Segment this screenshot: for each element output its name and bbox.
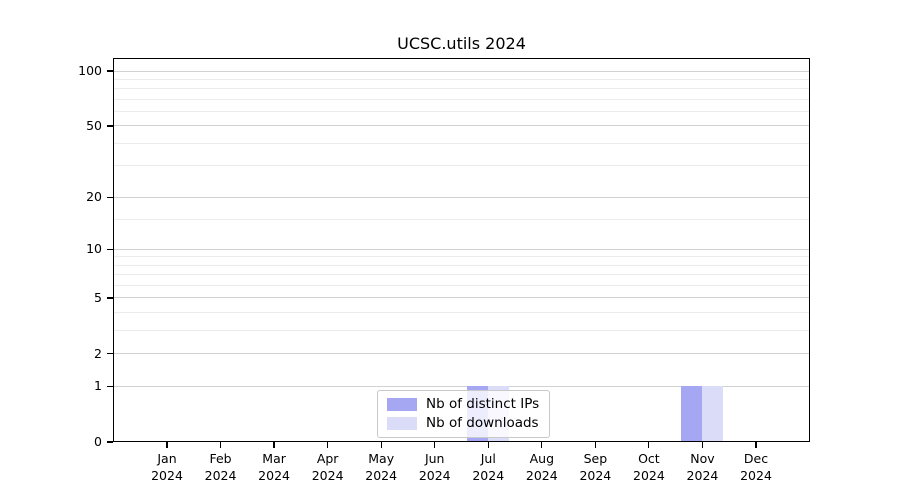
gridline-minor — [113, 274, 810, 276]
x-tick-label: Jan 2024 — [135, 450, 199, 484]
x-tick-month: Aug — [529, 451, 555, 466]
legend-label-downloads: Nb of downloads — [426, 415, 539, 431]
legend-label-distinct-ips: Nb of distinct IPs — [426, 396, 540, 412]
x-tick — [541, 442, 543, 448]
gridline-major — [113, 385, 810, 387]
x-tick-label: Mar 2024 — [242, 450, 306, 484]
x-tick-year: 2024 — [365, 468, 398, 483]
x-tick-label: Aug 2024 — [510, 450, 574, 484]
x-tick-year: 2024 — [633, 468, 665, 483]
legend-item-downloads: Nb of downloads — [387, 415, 539, 431]
y-tick-label: 50 — [86, 117, 102, 133]
y-tick-label: 1 — [94, 378, 102, 394]
x-tick — [166, 442, 168, 448]
gridline-minor — [113, 330, 810, 332]
x-tick — [701, 442, 704, 448]
legend: Nb of distinct IPs Nb of downloads — [377, 390, 551, 438]
x-tick — [327, 442, 329, 448]
gridline-minor — [113, 165, 810, 167]
gridline-major — [113, 196, 810, 198]
x-tick-month: Jun — [424, 451, 445, 466]
x-tick — [434, 442, 436, 448]
y-tick-label: 20 — [86, 189, 102, 205]
x-tick — [219, 442, 222, 448]
y-tick — [107, 248, 113, 250]
plot-area: Nb of distinct IPs Nb of downloads — [113, 58, 810, 442]
gridline-minor — [113, 142, 810, 144]
gridline-minor — [113, 218, 810, 220]
x-tick-month: May — [368, 451, 395, 466]
gridline-major — [113, 70, 810, 72]
x-tick-label: Nov 2024 — [670, 450, 734, 484]
legend-item-distinct-ips: Nb of distinct IPs — [387, 396, 539, 412]
x-tick-year: 2024 — [472, 468, 505, 483]
bar-distinct-ips-nov — [681, 386, 703, 442]
y-tick-label: 10 — [86, 241, 102, 257]
x-tick — [755, 442, 757, 448]
x-tick-year: 2024 — [579, 468, 612, 483]
y-tick — [107, 353, 113, 355]
x-tick-year: 2024 — [525, 468, 558, 483]
gridline-major — [113, 297, 810, 299]
x-tick-label: Oct 2024 — [617, 450, 681, 484]
y-tick-label: 0 — [94, 434, 102, 449]
x-tick — [648, 442, 650, 448]
y-tick-label: 5 — [94, 289, 102, 305]
x-tick — [273, 442, 275, 448]
y-tick — [107, 385, 113, 387]
legend-swatch-distinct-ips-icon — [387, 397, 417, 411]
gridline-minor — [113, 88, 810, 90]
gridline-minor — [113, 264, 810, 266]
x-tick — [594, 442, 596, 448]
x-tick-label: Dec 2024 — [724, 450, 788, 484]
x-tick-month: Oct — [638, 451, 660, 466]
gridlines-layer — [113, 58, 810, 442]
x-tick-label: Jul 2024 — [456, 450, 520, 484]
y-tick — [107, 196, 113, 198]
x-tick-year: 2024 — [311, 468, 344, 483]
y-tick — [107, 70, 113, 72]
x-tick-month: Jan — [157, 451, 177, 466]
gridline-minor — [113, 98, 810, 100]
x-tick-year: 2024 — [258, 468, 290, 483]
x-tick-year: 2024 — [740, 468, 772, 483]
y-tick — [107, 441, 113, 443]
x-tick — [487, 442, 489, 448]
y-tick-label: 2 — [94, 345, 102, 361]
gridline-major — [113, 125, 810, 127]
gridline-major — [113, 248, 810, 250]
y-tick — [107, 297, 113, 299]
x-tick-month: Nov — [690, 451, 715, 466]
x-tick-year: 2024 — [686, 468, 719, 483]
gridline-minor — [113, 256, 810, 258]
x-tick-month: Apr — [316, 451, 339, 466]
legend-swatch-downloads-icon — [387, 416, 417, 430]
x-tick-label: Sep 2024 — [563, 450, 627, 484]
bar-downloads-nov — [702, 386, 724, 442]
y-tick — [107, 125, 113, 127]
x-tick-label: Feb 2024 — [189, 450, 253, 484]
gridline-major — [113, 353, 810, 355]
x-tick-year: 2024 — [151, 468, 183, 483]
gridline-minor — [113, 285, 810, 287]
gridline-minor — [113, 312, 810, 314]
x-tick-year: 2024 — [418, 468, 451, 483]
x-tick-month: Mar — [262, 451, 286, 466]
x-tick-label: May 2024 — [349, 450, 413, 484]
gridline-minor — [113, 111, 810, 113]
chart-title: UCSC.utils 2024 — [397, 34, 526, 53]
x-tick-month: Sep — [583, 451, 608, 466]
x-tick-year: 2024 — [204, 468, 237, 483]
x-tick-label: Jun 2024 — [403, 450, 467, 484]
gridline-minor — [113, 78, 810, 80]
y-tick-label: 100 — [78, 63, 102, 78]
bars-layer — [113, 58, 810, 442]
x-tick — [380, 442, 382, 448]
x-tick-month: Dec — [743, 451, 769, 466]
x-tick-label: Apr 2024 — [296, 450, 360, 484]
x-tick-month: Feb — [209, 451, 232, 466]
x-tick-month: Jul — [480, 451, 496, 466]
